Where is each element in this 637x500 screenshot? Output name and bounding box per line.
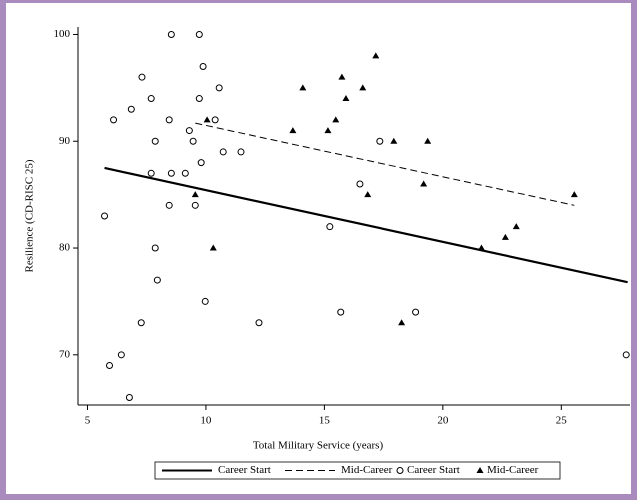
point — [219, 148, 227, 156]
legend-swatch — [476, 467, 484, 473]
point — [412, 308, 420, 316]
point — [125, 394, 133, 402]
point — [324, 127, 332, 134]
legend-swatch — [396, 467, 404, 474]
point — [101, 212, 109, 220]
legend-label: Mid-Career — [341, 464, 393, 476]
point — [299, 84, 307, 91]
point — [165, 201, 173, 209]
y-tick-label: 100 — [54, 28, 71, 40]
point — [203, 116, 211, 123]
point — [570, 191, 578, 198]
point — [138, 73, 146, 81]
point — [147, 169, 155, 177]
point — [127, 105, 135, 113]
fit-line — [104, 166, 628, 284]
point — [181, 169, 189, 177]
point — [153, 276, 161, 284]
point — [398, 319, 406, 326]
fit-line — [195, 122, 575, 206]
point — [117, 351, 125, 359]
point — [167, 169, 175, 177]
point — [622, 351, 630, 359]
point — [342, 95, 350, 102]
point — [191, 201, 199, 209]
point — [211, 116, 219, 124]
point — [110, 116, 118, 124]
point — [237, 148, 245, 156]
x-axis-label: Total Military Service (years) — [253, 440, 384, 452]
point — [337, 308, 345, 316]
legend-label: Career Start — [218, 464, 271, 476]
point — [215, 84, 223, 92]
point — [332, 116, 340, 123]
point — [195, 95, 203, 103]
point — [356, 180, 364, 188]
point — [420, 180, 428, 187]
point — [191, 191, 199, 198]
point — [106, 361, 114, 369]
y-tick-label: 90 — [59, 135, 71, 147]
point — [390, 137, 398, 144]
y-axis-label: Resilience (CD-RISC 25) — [24, 159, 36, 272]
point — [376, 137, 384, 145]
point — [326, 223, 334, 231]
point — [359, 84, 367, 91]
point — [255, 319, 263, 327]
point — [372, 52, 380, 59]
legend-label: Mid-Career — [487, 464, 539, 476]
point — [197, 159, 205, 167]
x-tick-label: 10 — [200, 415, 212, 427]
x-tick-label: 15 — [319, 415, 331, 427]
point — [189, 137, 197, 145]
y-tick-label: 80 — [59, 242, 71, 254]
point — [151, 244, 159, 252]
legend — [154, 461, 561, 480]
point — [512, 223, 520, 230]
point — [364, 191, 372, 198]
x-tick-label: 5 — [85, 415, 91, 427]
point — [477, 244, 485, 251]
x-tick-label: 25 — [556, 415, 568, 427]
point — [167, 30, 175, 38]
point — [151, 137, 159, 145]
point — [185, 127, 193, 135]
point — [289, 127, 297, 134]
point — [201, 297, 209, 305]
point — [338, 73, 346, 80]
point — [165, 116, 173, 124]
point — [501, 233, 509, 240]
point — [209, 244, 217, 251]
point — [147, 95, 155, 103]
x-tick-label: 20 — [437, 415, 449, 427]
legend-label: Career Start — [407, 464, 460, 476]
point — [199, 63, 207, 71]
point — [137, 319, 145, 327]
point — [424, 137, 432, 144]
point — [195, 30, 203, 38]
y-tick-label: 70 — [59, 348, 71, 360]
